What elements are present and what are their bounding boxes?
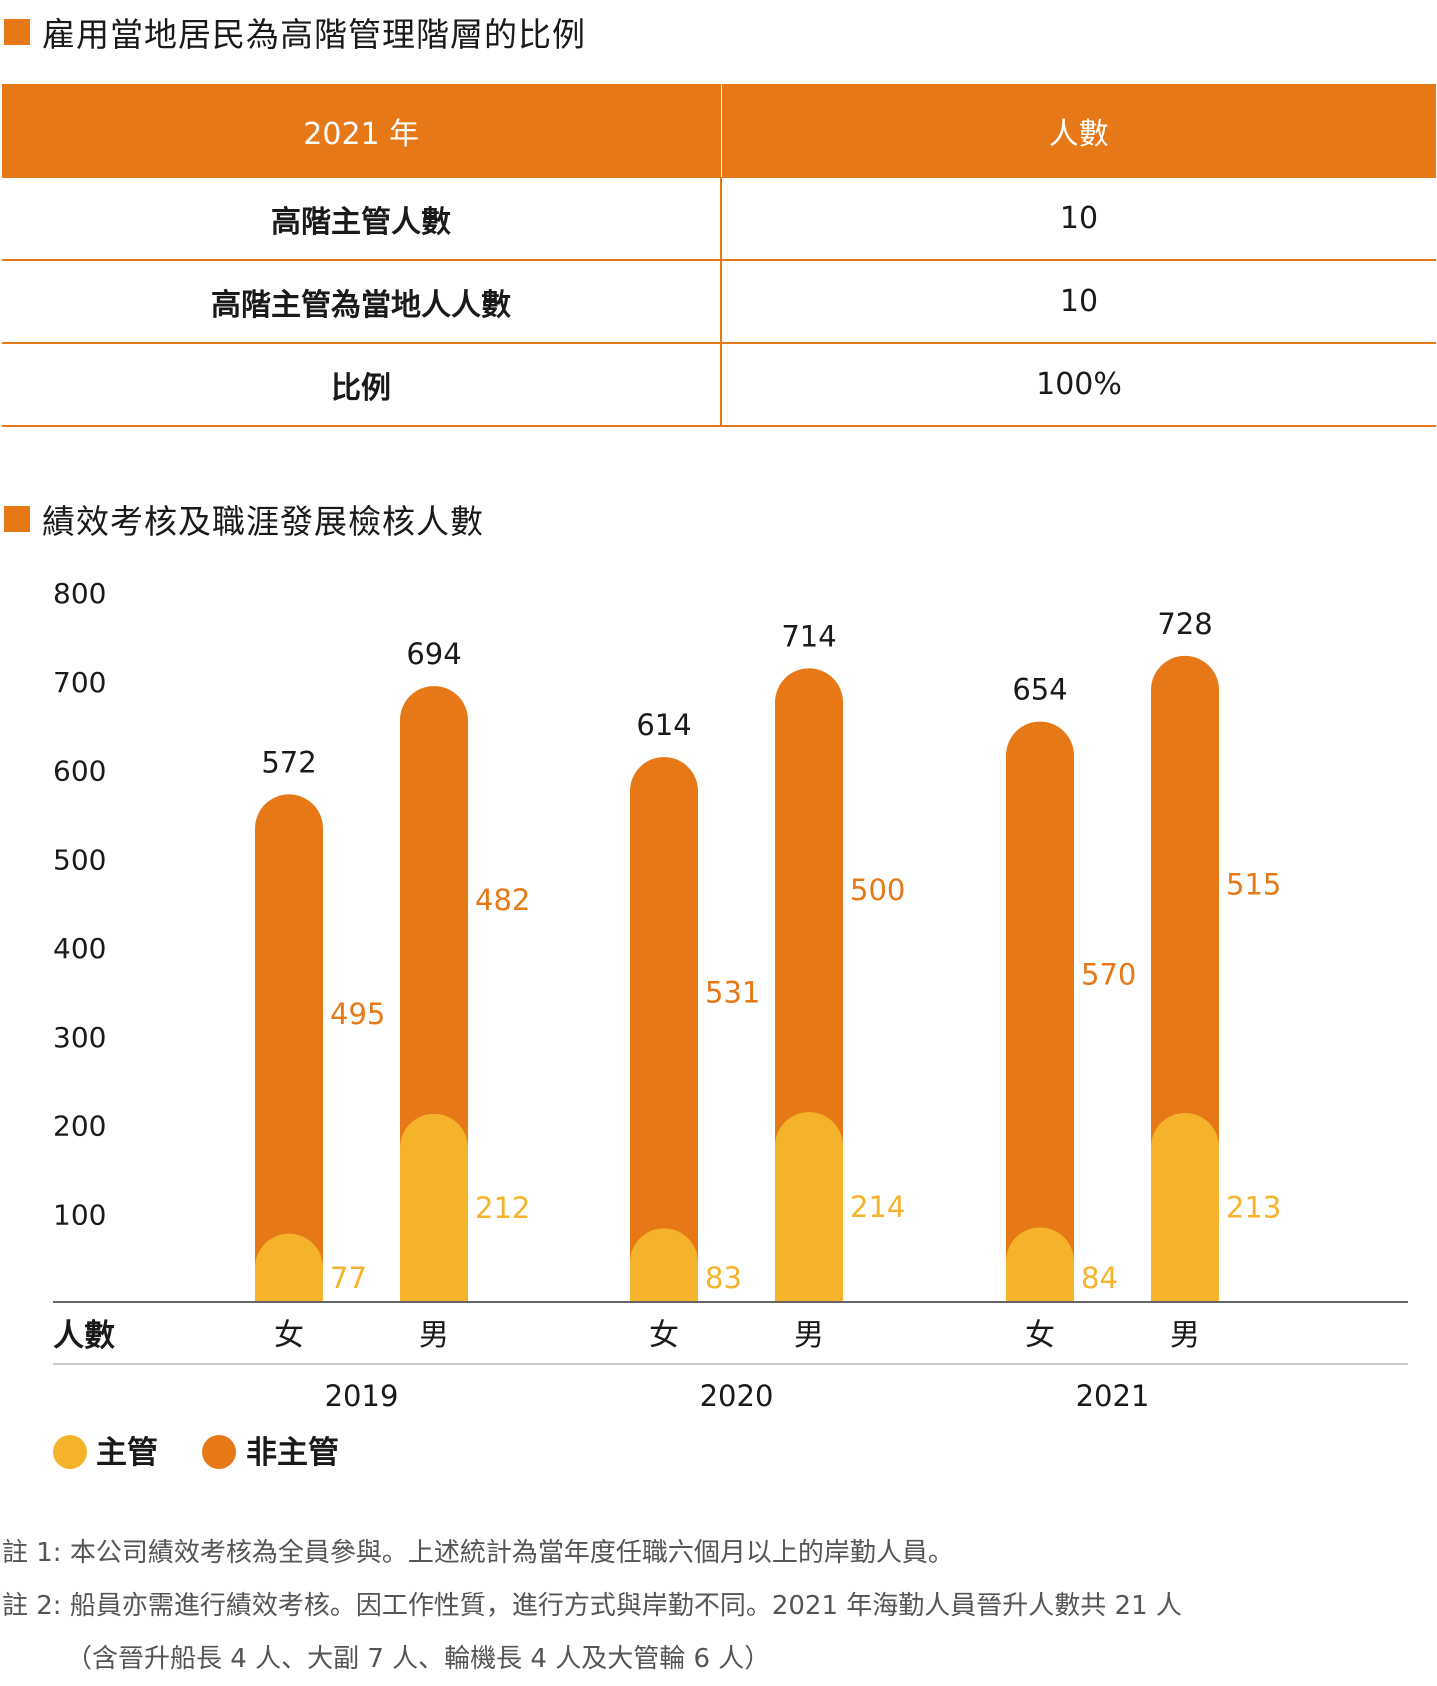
non-supervisor-value-label: 495 [330,997,385,1031]
y-tick-label: 800 [53,577,106,610]
supervisor-value-label: 213 [1226,1190,1281,1224]
table-header-year: 2021 年 [2,84,722,178]
non-supervisor-value-label: 500 [850,873,905,907]
section-title-local-hires: 雇用當地居民為高階管理階層的比例 [4,8,586,56]
square-bullet-icon [4,19,30,45]
table-row: 高階主管為當地人人數 10 [2,260,1436,344]
local-hire-table: 2021 年 人數 高階主管人數 10 高階主管為當地人人數 10 比例 100… [2,84,1436,427]
footnote-2-continued: （含晉升船長 4 人、大副 7 人、輪機長 4 人及大管輪 6 人） [66,1644,771,1674]
supervisor-value-label: 84 [1081,1261,1118,1295]
bar-supervisor [1151,1112,1219,1302]
non-supervisor-value-label: 515 [1226,867,1281,901]
legend-supervisor-swatch [53,1435,87,1469]
total-label: 728 [1157,607,1212,641]
row-label: 高階主管人數 [2,177,722,261]
bar-supervisor [255,1233,323,1302]
table-row: 比例 100% [2,343,1436,427]
category-label: 男 [794,1318,824,1353]
bar-non-supervisor [1006,721,1074,1302]
bar-supervisor [775,1112,843,1302]
square-bullet-icon [4,506,30,532]
supervisor-value-label: 212 [475,1191,530,1225]
table-header-row: 2021 年 人數 [2,84,1436,178]
total-label: 694 [406,637,461,671]
y-tick-label: 100 [53,1198,106,1231]
group-label: 2020 [700,1379,774,1413]
total-label: 572 [261,745,316,779]
non-supervisor-value-label: 531 [705,976,760,1010]
footnotes: 註 1: 本公司績效考核為全員參與。上述統計為當年度任職六個月以上的岸勤人員。 … [2,1527,1182,1686]
row-label: 比例 [2,343,722,427]
supervisor-value-label: 83 [705,1261,742,1295]
legend-non-supervisor-label: 非主管 [246,1435,339,1471]
row-value: 10 [721,177,1436,261]
non-supervisor-value-label: 570 [1081,958,1136,992]
row-value: 100% [721,343,1436,427]
row-label: 高階主管為當地人人數 [2,260,722,344]
footnote-1: 註 1: 本公司績效考核為全員參與。上述統計為當年度任職六個月以上的岸勤人員。 [2,1538,954,1568]
bar-supervisor [1006,1227,1074,1302]
table-row: 高階主管人數 10 [2,177,1436,261]
category-label: 女 [274,1318,304,1353]
row-label: 人數 [53,1318,115,1354]
row-value: 10 [721,260,1436,344]
y-tick-label: 500 [53,843,106,876]
non-supervisor-value-label: 482 [475,883,530,917]
category-label: 男 [419,1318,449,1353]
bar-non-supervisor [630,757,698,1302]
footnote-2: 註 2: 船員亦需進行績效考核。因工作性質，進行方式與岸勤不同。2021 年海勤… [2,1591,1182,1621]
y-tick-label: 400 [53,932,106,965]
y-tick-label: 300 [53,1021,106,1054]
supervisor-value-label: 77 [330,1261,367,1295]
legend-supervisor-label: 主管 [96,1435,158,1471]
bar-supervisor [630,1228,698,1302]
category-label: 男 [1170,1318,1200,1353]
category-label: 女 [649,1318,679,1353]
group-label: 2019 [325,1379,399,1413]
supervisor-value-label: 214 [850,1190,905,1224]
bar-supervisor [400,1113,468,1302]
section-title-reviews: 績效考核及職涯發展檢核人數 [4,495,484,543]
group-label: 2021 [1076,1379,1150,1413]
bar-non-supervisor [255,794,323,1302]
section-title-text: 績效考核及職涯發展檢核人數 [42,502,484,541]
y-tick-label: 700 [53,666,106,699]
legend-non-supervisor-swatch [202,1435,236,1469]
y-tick-label: 600 [53,755,106,788]
table-header-count: 人數 [721,84,1436,178]
total-label: 614 [636,708,691,742]
total-label: 714 [781,619,836,653]
total-label: 654 [1012,673,1067,707]
section-title-text: 雇用當地居民為高階管理階層的比例 [42,15,586,54]
y-tick-label: 200 [53,1110,106,1143]
category-label: 女 [1025,1318,1055,1353]
performance-review-chart: 100 200 300 400 500 600 700 800 572 495 77 女 694 482 2… [53,577,1408,1471]
